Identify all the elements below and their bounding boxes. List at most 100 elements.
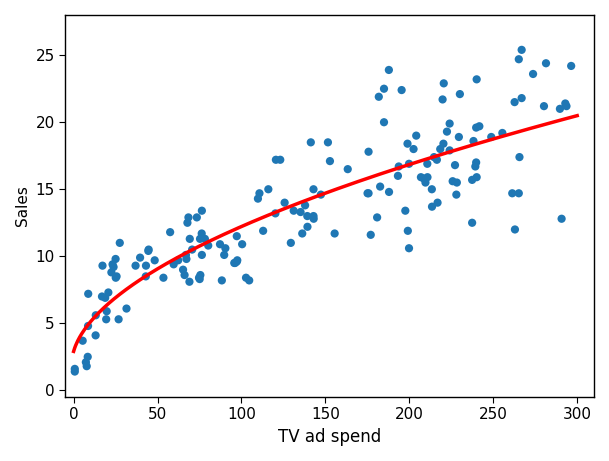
Point bbox=[111, 255, 121, 263]
Point bbox=[114, 316, 124, 323]
Point bbox=[108, 263, 118, 271]
Point bbox=[451, 191, 461, 198]
Point bbox=[472, 173, 482, 181]
Point bbox=[438, 140, 448, 148]
Point bbox=[306, 139, 315, 146]
Point bbox=[195, 235, 205, 242]
Point bbox=[289, 207, 298, 214]
Point bbox=[514, 189, 524, 197]
Point bbox=[403, 140, 412, 148]
Point bbox=[232, 258, 242, 266]
Point bbox=[455, 90, 465, 98]
Point bbox=[561, 102, 571, 110]
Point bbox=[158, 274, 168, 281]
Point bbox=[111, 273, 121, 280]
Point bbox=[183, 219, 192, 226]
Point bbox=[300, 201, 310, 209]
Point bbox=[472, 76, 482, 83]
Point bbox=[445, 120, 454, 127]
Point bbox=[541, 59, 551, 67]
Point bbox=[450, 161, 460, 169]
Point bbox=[195, 272, 205, 279]
Point bbox=[280, 199, 289, 207]
Point bbox=[454, 133, 463, 141]
Point bbox=[180, 272, 189, 279]
Point bbox=[107, 269, 116, 276]
Point bbox=[255, 189, 264, 197]
Point bbox=[416, 173, 426, 181]
Point bbox=[363, 189, 373, 197]
Point bbox=[364, 148, 373, 155]
Point bbox=[100, 294, 110, 301]
Point bbox=[539, 102, 549, 110]
Point bbox=[144, 247, 153, 254]
Point bbox=[122, 305, 132, 312]
Point bbox=[297, 230, 307, 237]
Point bbox=[185, 235, 195, 242]
Point bbox=[91, 312, 100, 319]
Point bbox=[403, 227, 413, 235]
Point bbox=[82, 362, 91, 370]
Point bbox=[197, 230, 206, 237]
Point bbox=[192, 214, 202, 221]
Point bbox=[471, 159, 481, 166]
Point bbox=[379, 85, 389, 92]
Point bbox=[203, 242, 213, 249]
Point bbox=[445, 147, 454, 154]
Point bbox=[141, 273, 150, 280]
Point bbox=[144, 246, 153, 253]
Point bbox=[404, 244, 414, 252]
Point bbox=[200, 235, 209, 242]
Point bbox=[448, 177, 457, 185]
Point bbox=[471, 124, 481, 131]
Point bbox=[115, 239, 125, 247]
Point bbox=[487, 133, 496, 141]
Point bbox=[230, 259, 239, 266]
Point bbox=[396, 86, 406, 94]
Point bbox=[70, 368, 80, 375]
Point bbox=[165, 229, 175, 236]
Point bbox=[557, 215, 566, 223]
Point bbox=[83, 353, 93, 361]
Point bbox=[244, 277, 254, 284]
Point bbox=[330, 230, 340, 237]
Point bbox=[429, 154, 439, 161]
Point bbox=[241, 274, 251, 281]
Point bbox=[517, 46, 527, 53]
Point bbox=[271, 156, 281, 164]
Point bbox=[419, 175, 429, 182]
Point bbox=[409, 145, 418, 153]
Point bbox=[467, 219, 477, 226]
Point bbox=[510, 226, 520, 233]
Point bbox=[219, 251, 229, 259]
Point bbox=[528, 70, 538, 77]
Point bbox=[452, 179, 462, 186]
Point bbox=[83, 322, 93, 330]
Point bbox=[555, 105, 565, 112]
Point bbox=[515, 154, 524, 161]
Point bbox=[316, 191, 326, 198]
Point bbox=[197, 251, 206, 259]
Point bbox=[309, 213, 319, 220]
Point bbox=[183, 214, 193, 221]
Point bbox=[230, 259, 240, 266]
Point bbox=[253, 195, 263, 202]
Point bbox=[150, 257, 160, 264]
Point bbox=[238, 241, 247, 248]
Point bbox=[215, 241, 225, 248]
Point bbox=[258, 227, 268, 235]
Point bbox=[97, 262, 107, 269]
Point bbox=[427, 203, 437, 210]
Point bbox=[141, 262, 151, 269]
Point bbox=[510, 99, 519, 106]
Point bbox=[108, 260, 118, 268]
Point bbox=[423, 173, 432, 181]
Point bbox=[135, 254, 145, 261]
Point bbox=[474, 123, 484, 130]
Point bbox=[303, 213, 312, 220]
Point bbox=[323, 139, 333, 146]
Point bbox=[421, 179, 431, 186]
Point bbox=[233, 257, 242, 264]
Point bbox=[498, 129, 507, 136]
Point bbox=[374, 93, 384, 100]
